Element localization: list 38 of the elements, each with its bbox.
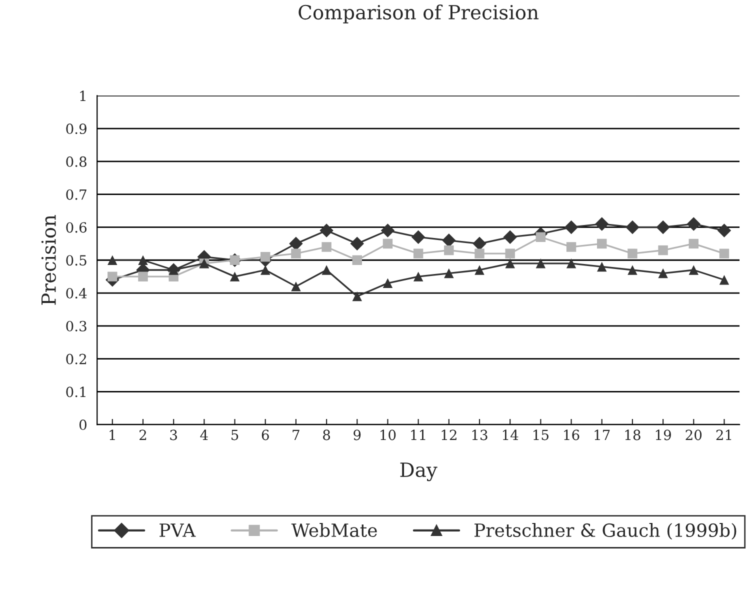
y-tick-label: 1 bbox=[80, 90, 86, 101]
x-tick-label: 14 bbox=[502, 430, 518, 440]
x-tick-label: 12 bbox=[442, 430, 456, 440]
x-tick-label: 2 bbox=[140, 430, 146, 440]
x-tick-label: 3 bbox=[170, 430, 177, 440]
x-tick-label: 11 bbox=[411, 430, 426, 440]
y-axis-title: Precision bbox=[41, 214, 56, 305]
x-tick-label: 4 bbox=[200, 430, 208, 440]
x-tick-label: 5 bbox=[232, 430, 238, 440]
x-tick-label: 15 bbox=[534, 430, 548, 440]
x-axis-title: Day bbox=[400, 462, 438, 482]
y-tick-label: 0.2 bbox=[66, 354, 86, 364]
x-tick-label: 13 bbox=[472, 430, 488, 440]
chart-title: Comparison of Precision bbox=[298, 4, 539, 24]
legend-label: Pretschner & Gauch (1999b) bbox=[474, 523, 736, 540]
x-tick-label: 9 bbox=[354, 430, 361, 440]
y-tick-label: 0.7 bbox=[66, 189, 86, 200]
y-tick-label: 0.9 bbox=[66, 124, 86, 134]
y-tick-label: 0.4 bbox=[66, 288, 87, 298]
legend-label: PVA bbox=[160, 524, 196, 537]
y-tick-label: 0.3 bbox=[66, 320, 86, 332]
x-tick-label: 6 bbox=[262, 430, 269, 440]
x-tick-label: 21 bbox=[716, 430, 732, 440]
x-tick-label: 8 bbox=[323, 430, 330, 440]
y-tick-label: 0.5 bbox=[66, 255, 86, 266]
x-tick-label: 10 bbox=[380, 430, 396, 440]
y-tick-label: 0.6 bbox=[66, 222, 87, 233]
x-tick-label: 16 bbox=[564, 430, 580, 440]
x-tick-label: 19 bbox=[656, 430, 671, 440]
y-tick-label: 0.1 bbox=[66, 386, 86, 398]
x-tick-label: 20 bbox=[686, 430, 702, 440]
x-tick-label: 17 bbox=[594, 430, 610, 440]
legend-label: WebMate bbox=[291, 523, 377, 538]
y-tick-label: 0 bbox=[79, 420, 86, 430]
y-tick-label: 0.8 bbox=[66, 156, 86, 167]
x-tick-label: 1 bbox=[110, 430, 115, 440]
x-tick-label: 18 bbox=[625, 430, 640, 440]
x-tick-label: 7 bbox=[292, 430, 300, 440]
